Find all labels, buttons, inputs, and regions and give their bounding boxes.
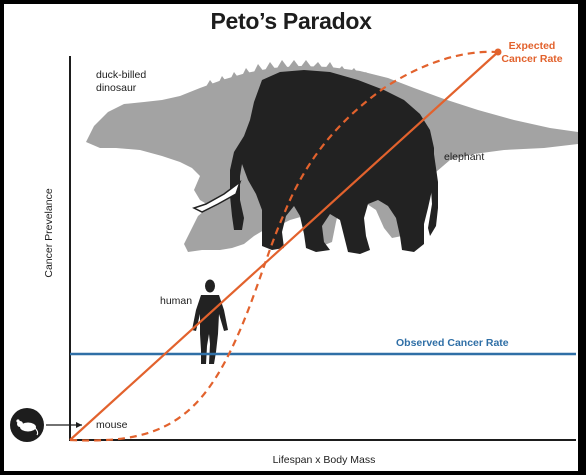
expected-rate-line (69, 51, 499, 441)
elephant-tusk-icon (192, 179, 242, 213)
mouse-label: mouse (96, 419, 128, 431)
diagram-title: Peto’s Paradox (210, 8, 372, 34)
arrow-icon (46, 422, 82, 428)
y-axis-label: Cancer Prevelance (43, 188, 55, 277)
diagram-frame: Peto’s Paradox (4, 4, 578, 471)
expected-rate-label-line2: Cancer Rate (501, 53, 562, 65)
mouse-icon (10, 408, 44, 442)
diagram-canvas: duck-billed dinosaur elephant human mous… (10, 40, 578, 466)
elephant-label: elephant (444, 151, 484, 163)
elephant-silhouette-icon (230, 70, 438, 254)
x-axis-label: Lifespan x Body Mass (273, 454, 376, 466)
dinosaur-label-line1: duck-billed (96, 69, 146, 81)
expected-rate-label-line1: Expected (509, 40, 556, 52)
human-silhouette-icon (192, 279, 228, 364)
human-label: human (160, 295, 192, 307)
observed-rate-label: Observed Cancer Rate (396, 337, 509, 349)
dinosaur-label-line2: dinosaur (96, 82, 137, 94)
expected-rate-curve (69, 50, 499, 442)
expected-rate-endpoint (494, 48, 502, 56)
